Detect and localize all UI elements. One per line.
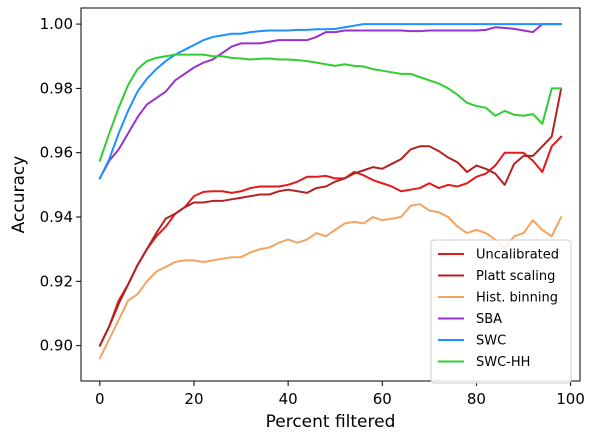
x-tick-label: 0 [95,390,105,408]
legend-label: SWC-HH [476,355,530,370]
legend-box [430,239,572,384]
series-line-2 [98,87,563,347]
series-line-4 [98,23,563,180]
series-layer [98,23,563,360]
y-tick-label: 0.98 [40,79,73,97]
plot-frame [80,7,581,382]
x-tick-label: 100 [556,390,585,408]
x-tick-label: 60 [373,390,392,408]
legend: Uncalibrated Platt scaling Hist. binning SB… [430,239,572,384]
legend-label: Uncalibrated [476,248,559,263]
x-tick-label: 20 [184,390,203,408]
legend-label: Hist. binning [476,291,558,306]
legend-label: SBA [476,312,502,327]
x-tick-label: 40 [279,390,298,408]
legend-label: Platt scaling [476,269,555,284]
y-axis-label: Accuracy [9,156,29,234]
x-axis-label: Percent filtered [266,412,396,432]
y-tick-label: 0.96 [40,144,73,162]
y-tick-label: 0.92 [40,272,73,290]
y-axis-ticks: 0.90 0.92 0.94 0.96 0.98 1.00 [40,15,81,355]
series-line-6 [98,53,563,162]
x-axis-ticks: 0 20 40 60 80 100 [95,381,585,408]
x-tick-label: 80 [467,390,486,408]
series-line-3 [98,203,563,360]
legend-label: SWC [476,334,506,349]
y-tick-label: 0.90 [40,337,73,355]
y-tick-label: 0.94 [40,208,73,226]
y-tick-label: 1.00 [40,15,73,33]
